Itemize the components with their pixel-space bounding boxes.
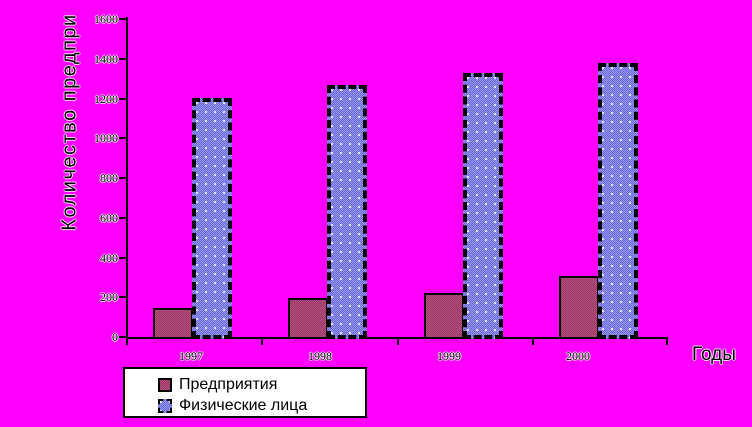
y-tick-label: 1000 <box>94 131 118 146</box>
x-tick-mark <box>126 337 128 345</box>
bar-individuals-1999 <box>462 73 503 339</box>
y-axis-title: Количество предпри <box>58 13 81 231</box>
legend-swatch-enterprises <box>158 377 172 392</box>
y-tick-mark <box>119 336 127 338</box>
y-tick-mark <box>119 216 127 219</box>
x-tick-label: 1999 <box>437 349 461 363</box>
legend-label-enterprises: Предприятия <box>179 375 278 393</box>
y-tick-label: 1200 <box>94 91 118 106</box>
bar-enterprises-1997 <box>153 308 193 339</box>
y-tick-mark <box>119 177 127 179</box>
x-tick-mark <box>531 337 534 345</box>
x-tick-label: 1998 <box>308 349 332 363</box>
x-tick-label: 2000 <box>566 349 590 363</box>
bar-individuals-1998 <box>327 85 368 339</box>
x-tick-mark <box>396 337 399 345</box>
y-tick-mark <box>119 296 127 299</box>
y-tick-label: 800 <box>100 171 118 185</box>
x-axis-title: Годы <box>692 344 736 365</box>
bar-individuals-2000 <box>597 63 638 339</box>
y-tick-label: 600 <box>100 210 118 225</box>
y-tick-mark <box>119 18 127 20</box>
y-tick-mark <box>119 97 127 100</box>
legend-item-enterprises: Предприятия <box>158 374 365 395</box>
bar-enterprises-1999 <box>423 293 464 339</box>
x-tick-label: 1997 <box>179 349 203 363</box>
legend-item-individuals: Физические лица <box>158 395 365 416</box>
y-tick-label: 200 <box>100 290 118 305</box>
y-tick-mark <box>119 256 127 259</box>
y-tick-label: 0 <box>112 330 118 344</box>
legend[interactable]: Предприятия Физические лица <box>123 367 367 418</box>
y-tick-label: 1400 <box>94 51 118 66</box>
legend-swatch-individuals <box>158 398 172 413</box>
bar-enterprises-1998 <box>288 298 329 339</box>
y-axis-line <box>126 17 128 339</box>
y-tick-label: 400 <box>100 250 118 265</box>
legend-label-individuals: Физические лица <box>179 396 308 414</box>
x-tick-mark <box>261 337 264 345</box>
y-tick-mark <box>119 137 127 140</box>
bar-individuals-1997 <box>192 98 232 339</box>
y-tick-label: 1600 <box>94 12 118 26</box>
y-tick-mark <box>119 57 127 60</box>
x-tick-mark <box>666 337 668 345</box>
bar-enterprises-2000 <box>558 276 599 339</box>
